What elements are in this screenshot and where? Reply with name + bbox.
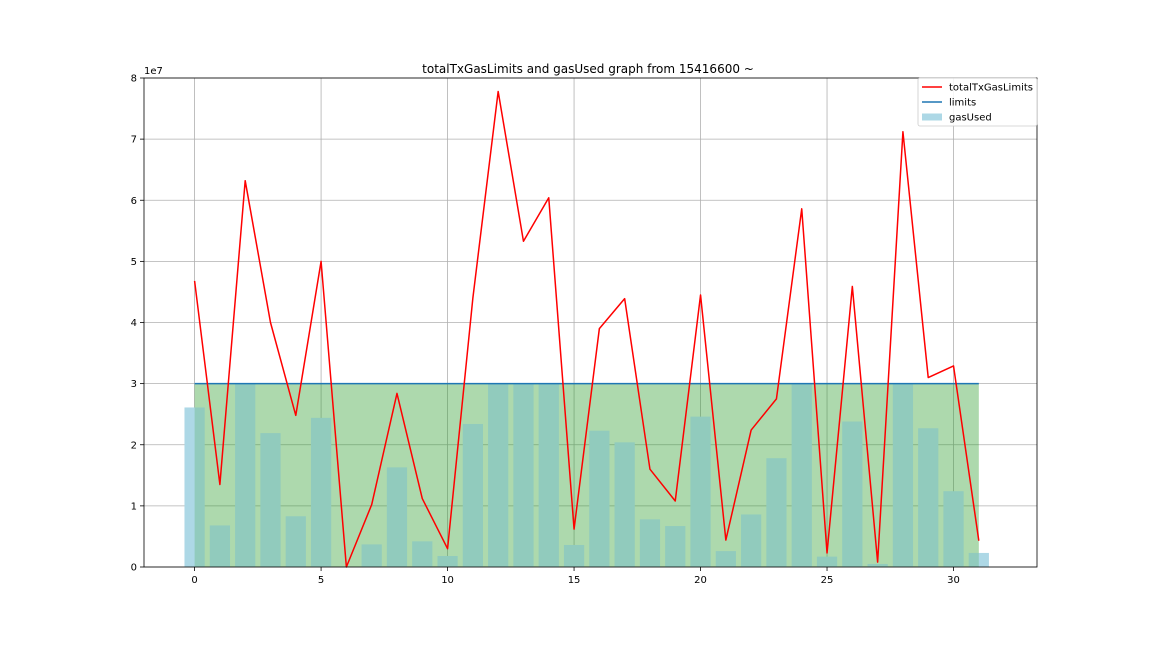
gasused-bar bbox=[412, 541, 433, 567]
gasused-bar bbox=[791, 383, 812, 567]
y-tick-label: 6 bbox=[131, 196, 137, 207]
totaltxgaslimits-line bbox=[193, 90, 980, 568]
gasused-bar bbox=[285, 516, 306, 567]
gasused-bar bbox=[538, 383, 559, 567]
legend-label-limits: limits bbox=[949, 98, 976, 109]
gasused-bar bbox=[639, 519, 661, 567]
gasused-bar bbox=[690, 416, 711, 567]
x-tick-label: 5 bbox=[318, 575, 324, 586]
gasused-bar bbox=[260, 433, 281, 567]
gasused-bar bbox=[513, 383, 534, 567]
y-tick-label: 8 bbox=[131, 74, 137, 85]
gasused-bar bbox=[665, 526, 686, 567]
gasused-bar bbox=[715, 551, 736, 567]
gasused-bar bbox=[816, 556, 838, 567]
y-tick-label: 4 bbox=[131, 318, 137, 329]
gasused-bar bbox=[361, 544, 382, 567]
series-lines bbox=[193, 90, 980, 568]
chart-title: totalTxGasLimits and gasUsed graph from … bbox=[422, 62, 754, 76]
gasused-bar bbox=[918, 428, 939, 567]
x-tick-label: 30 bbox=[947, 575, 960, 586]
gasused-bar bbox=[310, 417, 332, 567]
gasused-bar bbox=[462, 423, 483, 567]
legend-label-gasused: gasUsed bbox=[949, 113, 992, 124]
legend-swatch-gasused bbox=[922, 113, 942, 121]
gasused-bar bbox=[741, 514, 762, 567]
gasused-bar bbox=[943, 491, 964, 567]
gasused-bar bbox=[488, 383, 509, 567]
x-tick-label: 0 bbox=[191, 575, 197, 586]
gasused-bar bbox=[968, 552, 989, 567]
gasused-bar bbox=[614, 442, 635, 567]
axes bbox=[140, 77, 1038, 571]
gasused-bar bbox=[563, 544, 585, 567]
y-tick-label: 2 bbox=[131, 440, 137, 451]
y-tick-label: 3 bbox=[131, 379, 137, 390]
gasused-bar bbox=[766, 458, 787, 567]
legend-box bbox=[917, 77, 1038, 127]
gasused-bar bbox=[867, 563, 888, 567]
legend-label-totaltxgaslimits: totalTxGasLimits bbox=[949, 83, 1033, 94]
limits-fill-overlay bbox=[194, 383, 979, 567]
y-tick-label: 5 bbox=[131, 257, 137, 268]
gasused-bar bbox=[589, 430, 610, 567]
gasused-bar bbox=[842, 421, 863, 567]
x-tick-label: 25 bbox=[821, 575, 834, 586]
y-tick-label: 1 bbox=[131, 501, 137, 512]
gasused-bar bbox=[209, 525, 231, 567]
x-tick-label: 10 bbox=[441, 575, 454, 586]
x-tick-label: 20 bbox=[694, 575, 707, 586]
gasused-bar bbox=[235, 383, 256, 567]
gasused-bar bbox=[892, 383, 914, 567]
legend: totalTxGasLimits limits gasUsed bbox=[917, 77, 1038, 127]
gasused-bar bbox=[184, 407, 205, 567]
gasused-bar bbox=[437, 555, 458, 567]
gasused-bar bbox=[386, 467, 408, 567]
gasused-bars bbox=[184, 383, 989, 567]
y-axis-offset-label: 1e7 bbox=[144, 66, 163, 77]
tick-labels: 0 5 10 15 20 25 30 0 1 2 3 4 5 6 7 8 bbox=[131, 74, 960, 587]
y-tick-label: 0 bbox=[131, 563, 137, 574]
x-tick-label: 15 bbox=[568, 575, 581, 586]
y-tick-label: 7 bbox=[131, 135, 137, 146]
